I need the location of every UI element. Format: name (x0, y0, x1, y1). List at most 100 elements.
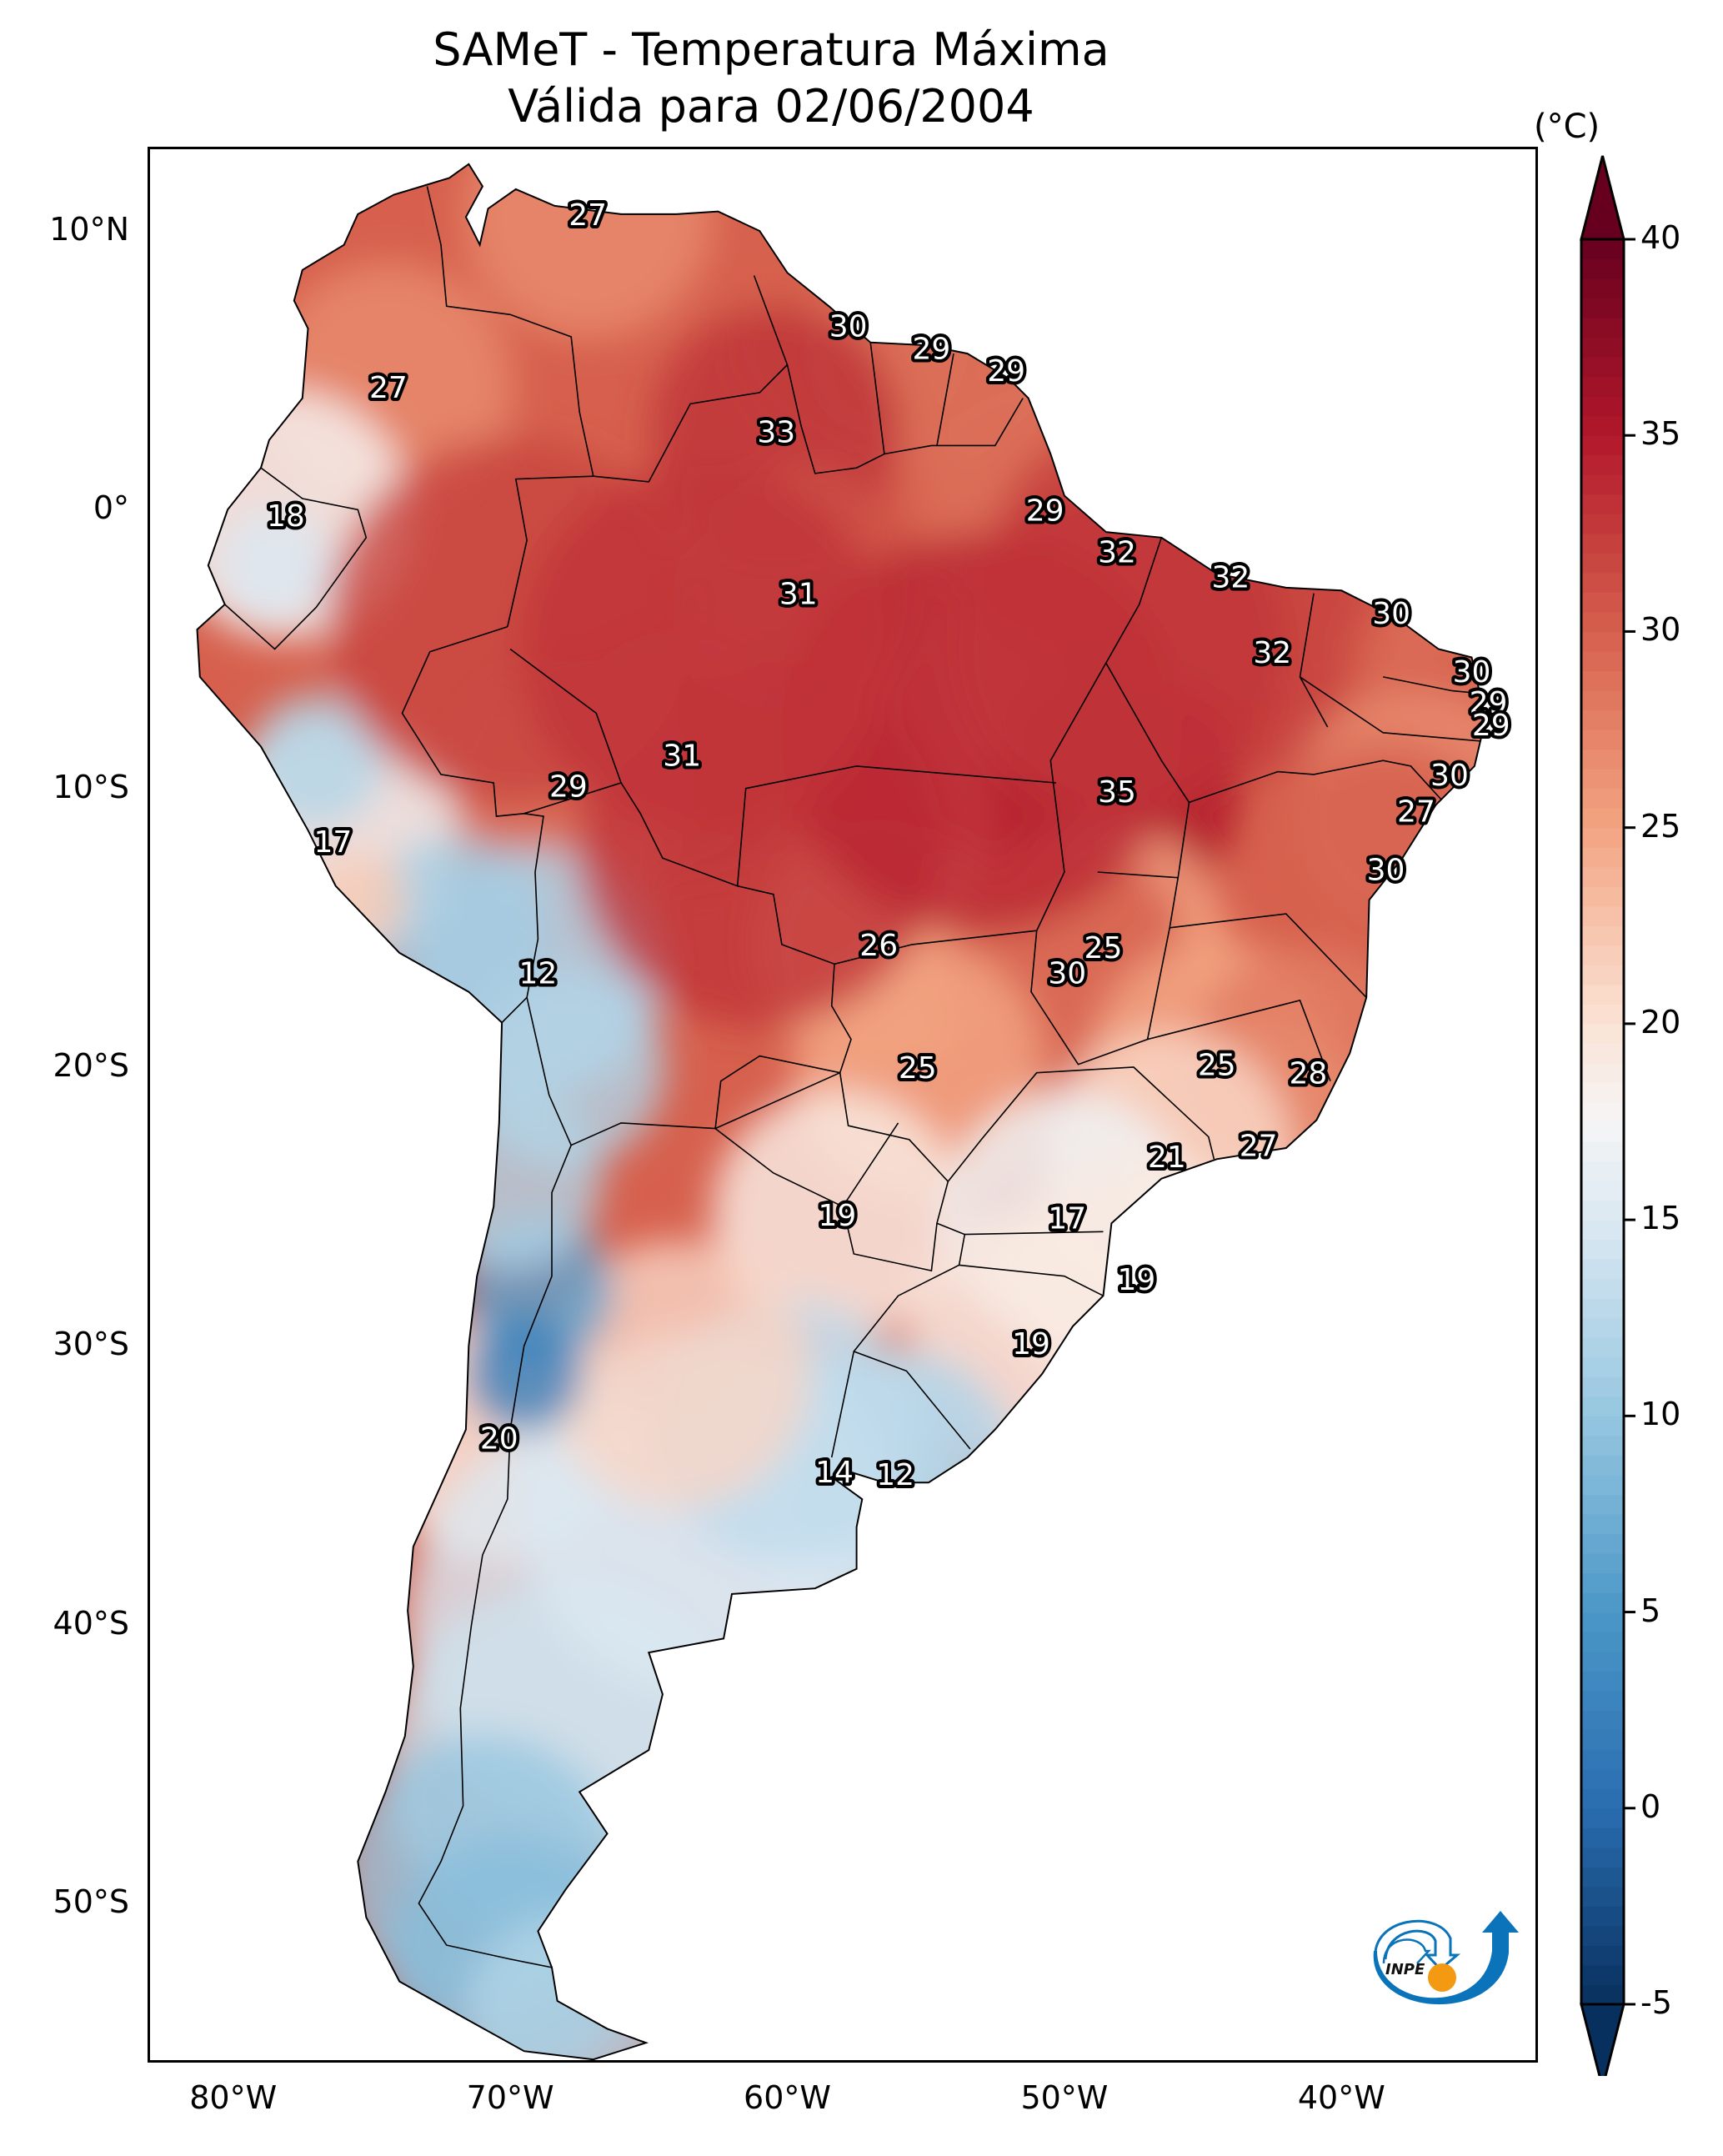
temperature-label: 31 (779, 578, 818, 612)
colorbar-segment (1581, 1808, 1624, 1828)
field-blob (308, 850, 408, 950)
country-border (842, 1122, 899, 1207)
temperature-label: 28 (1290, 1057, 1328, 1091)
temperature-label: 29 (912, 332, 950, 366)
temperature-label: 29 (1470, 686, 1508, 720)
temperature-label: 27 (1240, 1130, 1278, 1164)
colorbar-tick-label: 0 (1640, 1787, 1661, 1825)
temperature-label: 26 (859, 929, 898, 963)
colorbar-segment (1581, 1101, 1624, 1123)
colorbar-segment (1581, 965, 1624, 985)
colorbar-segment (1581, 1043, 1624, 1064)
temperature-label: 27 (1397, 795, 1435, 829)
colorbar-segment (1581, 945, 1624, 965)
country-border (1147, 999, 1331, 1081)
colorbar-segment (1581, 1416, 1624, 1436)
temperature-label: 19 (1117, 1263, 1155, 1297)
colorbar-segment (1581, 631, 1624, 652)
latitude-tick-label: 40°S (53, 1604, 129, 1642)
colorbar-segment (1581, 1847, 1624, 1868)
latitude-tick-label: 10°N (49, 211, 129, 248)
temperature-label: 33 (757, 416, 795, 450)
colorbar-segment (1581, 376, 1624, 397)
colorbar-segment (1581, 1396, 1624, 1416)
colorbar-segment (1581, 396, 1624, 417)
colorbar-segment (1581, 494, 1624, 514)
colorbar-segment (1581, 474, 1624, 495)
colorbar-segment (1581, 239, 1624, 260)
temperature-label: 32 (1253, 636, 1291, 670)
colorbar-tick-label: 35 (1640, 415, 1681, 453)
colorbar-segment (1581, 670, 1624, 691)
latitude-tick-label: 50°S (53, 1883, 129, 1920)
colorbar-segment (1581, 1768, 1624, 1789)
country-border (418, 1145, 572, 1968)
country-border (593, 275, 789, 483)
temperature-label: 20 (480, 1422, 518, 1457)
temperature-label: 27 (568, 198, 607, 233)
logo-text: INPE (1385, 1961, 1425, 1978)
colorbar-tick-label: 30 (1640, 611, 1681, 649)
colorbar-segment (1581, 1356, 1624, 1377)
colorbar-segment (1581, 1592, 1624, 1613)
country-border (964, 1231, 1104, 1236)
colorbar-segment (1581, 1749, 1624, 1770)
country-border (1104, 537, 1190, 878)
temperature-label: 30 (1430, 759, 1469, 793)
temperature-label: 29 (1026, 494, 1064, 528)
colorbar-segment (1581, 1181, 1624, 1201)
land-temperature-field (197, 163, 1486, 2060)
colorbar-segment (1581, 1376, 1624, 1397)
colorbar-segment (1581, 1964, 1624, 1986)
temperature-label: 17 (313, 825, 352, 860)
colorbar-segment (1581, 454, 1624, 475)
colorbar-frame (1580, 238, 1625, 2006)
colorbar-segment (1581, 1925, 1624, 1947)
colorbar-segment (1581, 592, 1624, 613)
country-border (224, 467, 368, 650)
temperature-label: 29 (987, 354, 1025, 389)
temperature-label: 19 (1012, 1327, 1050, 1361)
colorbar-tick-label: 5 (1640, 1592, 1661, 1629)
colorbar (1580, 155, 1635, 2076)
colorbar-segment (1581, 690, 1624, 711)
colorbar-tick-label: -5 (1640, 1984, 1672, 2021)
country-border (509, 648, 622, 784)
colorbar-segment (1581, 769, 1624, 790)
field-blob (520, 465, 888, 833)
colorbar-segment (1581, 1690, 1624, 1711)
country-border (401, 626, 544, 1024)
map-axes: 27 27 30 29 29 33 18 29 32 31 32 30 32 30 29 29 31 29 35 30… (148, 147, 1538, 2063)
colorbar-segment (1581, 572, 1624, 593)
colorbar-tick-label: 15 (1640, 1200, 1681, 1237)
inpe-logo: INPE (1373, 1911, 1519, 2005)
colorbar-segment (1581, 1278, 1624, 1299)
country-border (1170, 913, 1367, 998)
colorbar-segment (1581, 298, 1624, 318)
longitude-tick-label: 70°W (466, 2079, 554, 2116)
country-border (1300, 676, 1480, 742)
colorbar-segment (1581, 925, 1624, 946)
colorbar-segment (1581, 905, 1624, 926)
colorbar-segment (1581, 1259, 1624, 1280)
temperature-label: 25 (899, 1051, 937, 1086)
temperature-label: 32 (1098, 535, 1136, 569)
field-blob (712, 1090, 963, 1341)
colorbar-segment (1581, 1828, 1624, 1848)
country-border (830, 1350, 971, 1458)
colorbar-segment (1581, 709, 1624, 730)
colorbar-segment (1581, 1513, 1624, 1535)
colorbar-segment (1581, 415, 1624, 436)
temperature-label: 25 (1198, 1049, 1236, 1083)
colorbar-segment (1581, 650, 1624, 672)
colorbar-segment (1581, 1062, 1624, 1084)
colorbar-segment (1581, 788, 1624, 809)
colorbar-segment (1581, 1710, 1624, 1731)
colorbar-segment (1581, 1612, 1624, 1632)
country-border (786, 364, 1024, 474)
colorbar-segment (1581, 1867, 1624, 1888)
colorbar-segment (1581, 1945, 1624, 1966)
colorbar-segment (1581, 1455, 1624, 1476)
